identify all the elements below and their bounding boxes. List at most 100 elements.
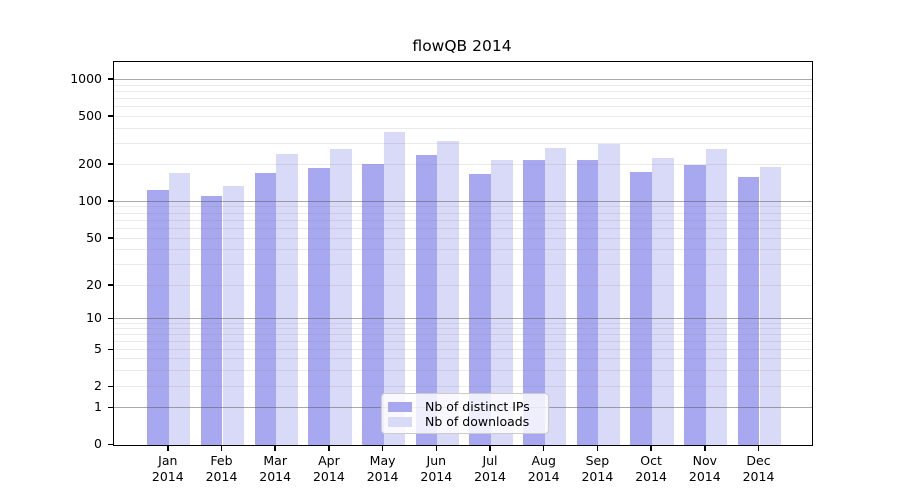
gridline-minor-50 [114, 237, 812, 239]
gridline-major-100 [114, 200, 812, 202]
x-tick-mark-dec [757, 446, 760, 451]
bar-ips-sep [576, 159, 599, 445]
x-tick-label-oct: Oct 2014 [635, 453, 667, 484]
y-tick-label-200: 200 [78, 155, 102, 171]
gridline-minor-70 [114, 219, 812, 221]
gridline-minor-5 [114, 349, 812, 351]
y-tick-mark-0 [108, 443, 113, 445]
legend-row-distinct-ips: Nb of distinct IPs [388, 399, 540, 414]
x-tick-mark-aug [542, 446, 545, 451]
gridline-minor-700 [114, 97, 812, 99]
gridline-minor-90 [114, 206, 812, 208]
x-tick-mark-jan [167, 446, 169, 451]
plot-area: Nb of distinct IPs Nb of downloads [113, 61, 813, 446]
gridline-minor-2 [114, 386, 812, 388]
gridline-minor-200 [114, 163, 812, 165]
legend-row-downloads: Nb of downloads [388, 414, 540, 429]
x-tick-label-mar: Mar 2014 [259, 453, 292, 484]
gridline-minor-800 [114, 90, 812, 92]
y-tick-mark-500 [108, 115, 113, 117]
y-tick-label-100: 100 [78, 192, 102, 208]
bar-downloads-oct [652, 157, 674, 445]
gridline-minor-600 [114, 106, 812, 108]
gridline-minor-300 [114, 142, 812, 144]
x-tick-label-sep: Sep 2014 [581, 453, 614, 484]
y-tick-label-2: 2 [94, 378, 102, 394]
gridline-minor-500 [114, 115, 812, 117]
gridline-minor-60 [114, 227, 812, 229]
x-tick-label-dec: Dec 2014 [742, 453, 775, 484]
gridline-major-10 [114, 318, 812, 320]
grid-layer [114, 62, 812, 445]
y-tick-mark-5 [108, 348, 113, 351]
bar-ips-mar [254, 173, 277, 445]
legend-swatch-downloads [388, 416, 412, 427]
x-tick-mark-feb [220, 446, 223, 451]
y-tick-label-10: 10 [86, 310, 102, 326]
gridline-minor-6 [114, 340, 812, 342]
legend: Nb of distinct IPs Nb of downloads [381, 393, 549, 434]
legend-label-distinct-ips: Nb of distinct IPs [425, 399, 530, 414]
bar-ips-oct [630, 171, 653, 445]
gridline-minor-400 [114, 127, 812, 129]
y-tick-label-1000: 1000 [70, 70, 102, 86]
bar-ips-nov [684, 165, 706, 445]
chart-title: flowQB 2014 [412, 37, 512, 55]
bar-downloads-mar [276, 153, 298, 445]
gridline-minor-40 [114, 249, 812, 251]
x-tick-label-aug: Aug 2014 [527, 453, 560, 484]
x-tick-label-feb: Feb 2014 [205, 453, 238, 484]
gridline-minor-80 [114, 212, 812, 214]
bar-downloads-jan [168, 172, 191, 445]
gridline-minor-30 [114, 263, 812, 265]
bar-downloads-feb [222, 185, 245, 445]
y-tick-mark-1000 [108, 78, 113, 80]
x-tick-label-nov: Nov 2014 [688, 453, 721, 484]
legend-swatch-distinct-ips [388, 401, 412, 412]
gridline-minor-900 [114, 84, 812, 86]
x-tick-mark-apr [328, 446, 330, 451]
legend-label-downloads: Nb of downloads [425, 414, 530, 429]
y-tick-mark-100 [108, 200, 113, 202]
y-tick-mark-50 [108, 237, 113, 239]
y-tick-mark-10 [108, 317, 113, 320]
x-tick-mark-jul [489, 446, 491, 451]
bar-ips-dec [737, 176, 760, 445]
gridline-major-1000 [114, 78, 812, 80]
y-tick-mark-1 [108, 406, 113, 409]
y-tick-label-500: 500 [78, 107, 102, 123]
x-tick-mark-mar [274, 446, 276, 451]
x-tick-label-jul: Jul 2014 [474, 453, 506, 484]
bars-layer [114, 62, 812, 445]
y-tick-mark-2 [108, 385, 113, 388]
gridline-minor-3 [114, 369, 812, 371]
x-tick-label-may: May 2014 [366, 453, 399, 484]
gridline-minor-20 [114, 284, 812, 286]
bar-downloads-nov [705, 148, 728, 445]
y-tick-mark-200 [108, 163, 113, 165]
y-tick-label-0: 0 [94, 436, 102, 451]
bar-downloads-sep [598, 143, 621, 445]
bar-ips-feb [200, 196, 223, 445]
x-tick-label-jun: Jun 2014 [420, 453, 453, 484]
gridline-minor-9 [114, 322, 812, 324]
y-tick-label-5: 5 [94, 341, 102, 357]
x-tick-mark-nov [704, 446, 706, 451]
x-tick-label-jan: Jan 2014 [151, 453, 184, 484]
y-tick-mark-20 [108, 284, 113, 286]
gridline-minor-4 [114, 358, 812, 360]
y-tick-label-50: 50 [86, 229, 102, 245]
gridline-minor-8 [114, 328, 812, 330]
bar-downloads-dec [759, 167, 782, 445]
bar-downloads-apr [329, 148, 352, 445]
x-tick-mark-jun [435, 446, 438, 451]
x-tick-mark-may [381, 446, 384, 451]
x-tick-label-apr: Apr 2014 [312, 453, 345, 484]
x-tick-mark-oct [650, 446, 652, 451]
x-tick-mark-sep [596, 446, 599, 451]
bar-ips-jan [147, 189, 169, 445]
y-tick-label-1: 1 [94, 399, 102, 415]
bar-ips-apr [308, 168, 330, 445]
y-tick-label-20: 20 [86, 276, 102, 292]
